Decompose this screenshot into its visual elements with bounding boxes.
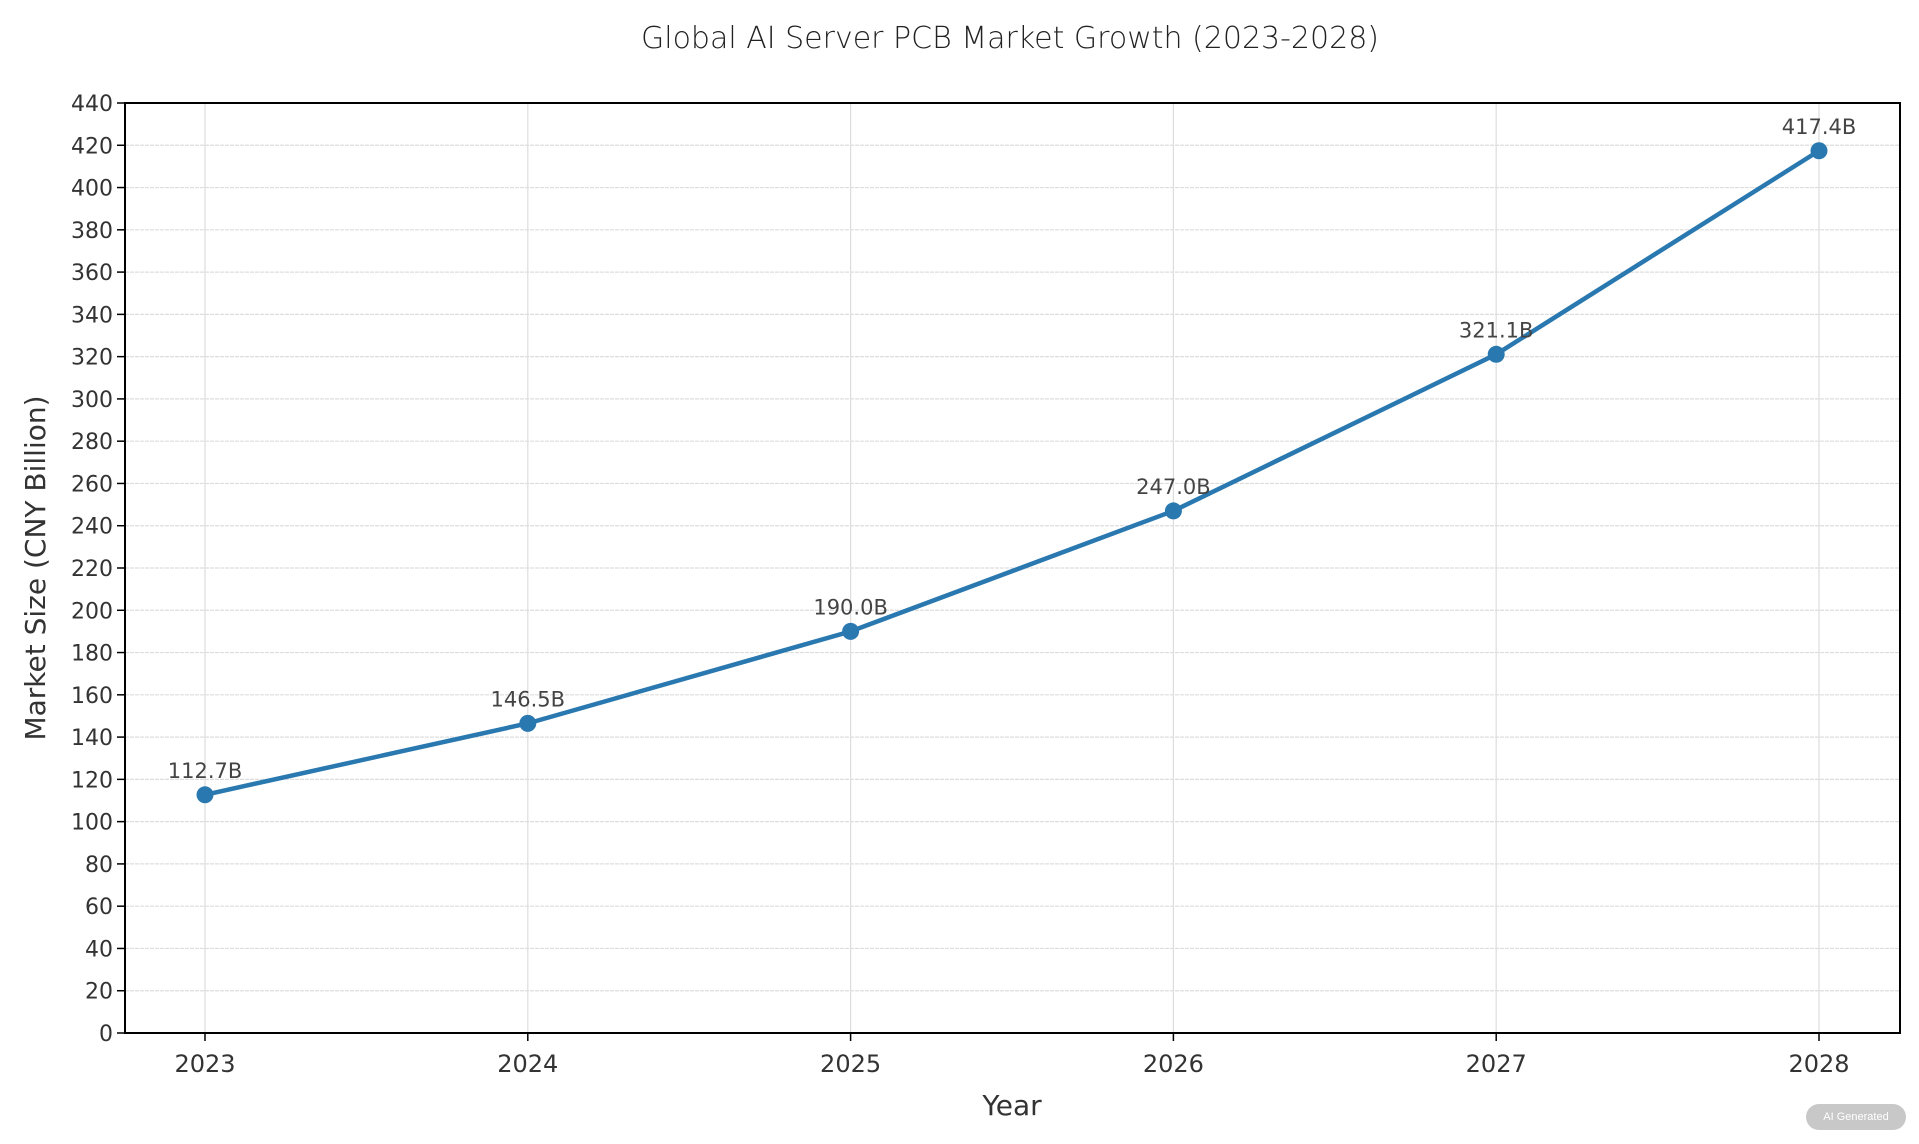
y-tick-label: 0 [99,1022,113,1047]
y-tick-label: 220 [71,557,113,582]
x-tick-label: 2028 [1788,1050,1849,1078]
y-tick-label: 340 [71,303,113,328]
y-tick-label: 260 [71,472,113,497]
y-tick-label: 280 [71,430,113,455]
y-tick-label: 320 [71,346,113,371]
x-tick-label: 2023 [174,1050,235,1078]
data-point [1810,142,1828,160]
x-axis-label: Year [981,1089,1042,1122]
data-label: 190.0B [813,595,888,619]
y-tick-label: 80 [85,853,113,878]
data-label: 321.1B [1459,318,1534,342]
y-tick-label: 200 [71,599,113,624]
x-tick-label: 2026 [1143,1050,1204,1078]
data-point [519,714,537,732]
data-point [842,622,860,640]
y-tick-label: 120 [71,768,113,793]
y-tick-label: 400 [71,177,113,202]
y-tick-label: 380 [71,219,113,244]
y-tick-label: 20 [85,980,113,1005]
y-tick-label: 360 [71,261,113,286]
data-label: 417.4B [1782,115,1857,139]
data-label: 146.5B [491,687,566,711]
chart-title: Global AI Server PCB Market Growth (2023… [641,21,1379,56]
data-point [1164,502,1182,520]
data-label: 112.7B [168,759,243,783]
data-label: 247.0B [1136,475,1211,499]
y-tick-label: 240 [71,515,113,540]
y-tick-label: 100 [71,811,113,836]
ai-generated-badge: AI Generated [1806,1104,1906,1130]
x-tick-label: 2025 [820,1050,881,1078]
plot-frame [124,102,1901,1034]
x-tick-label: 2027 [1466,1050,1527,1078]
y-tick-label: 40 [85,937,113,962]
data-point [196,786,214,804]
y-tick-label: 60 [85,895,113,920]
y-tick-label: 300 [71,388,113,413]
y-tick-label: 420 [71,134,113,159]
x-tick-label: 2024 [497,1050,558,1078]
y-tick-label: 140 [71,726,113,751]
y-tick-label: 160 [71,684,113,709]
series-line [204,148,1821,797]
y-axis-label: Market Size (CNY Billion) [19,395,52,740]
y-tick-label: 180 [71,642,113,667]
data-point [1487,345,1505,363]
y-tick-label: 440 [71,92,113,117]
